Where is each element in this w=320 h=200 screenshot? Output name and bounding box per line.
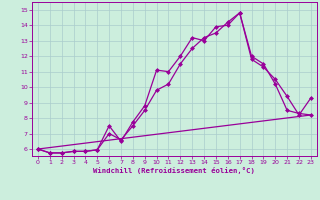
- X-axis label: Windchill (Refroidissement éolien,°C): Windchill (Refroidissement éolien,°C): [93, 167, 255, 174]
